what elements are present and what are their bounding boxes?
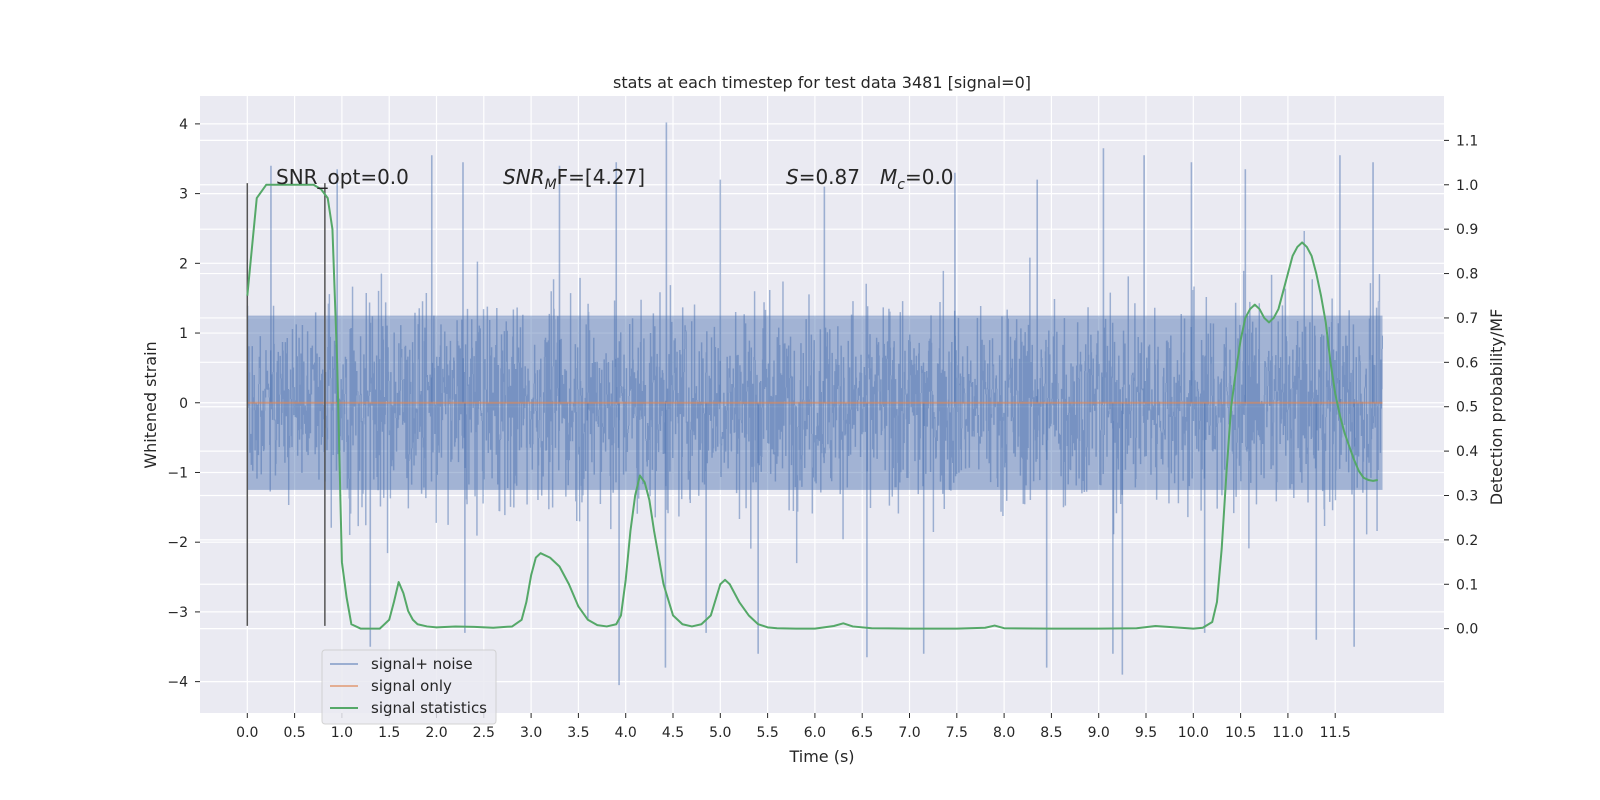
annotation-mc-rest: =0.0 <box>905 165 954 189</box>
x-tick-label: 2.0 <box>425 725 447 741</box>
y2-tick-label: 1.1 <box>1456 133 1478 149</box>
annotation-s-rest: =0.87 <box>799 165 860 189</box>
annotation-snr-mf-main: SNR <box>503 165 545 189</box>
y2-tick-label: 0.9 <box>1456 222 1478 238</box>
annotation-mc-sub: c <box>897 177 905 193</box>
annotation-s-main: S <box>786 165 799 189</box>
x-tick-label: 7.0 <box>898 725 920 741</box>
legend-label-signal-plus-noise: signal+ noise <box>371 655 473 673</box>
x-tick-label: 4.5 <box>662 725 684 741</box>
x-tick-label: 0.5 <box>283 725 305 741</box>
y2-tick-label: 0.5 <box>1456 400 1478 416</box>
y-tick-label: 2 <box>179 256 188 272</box>
y-tick-label: −3 <box>167 605 188 621</box>
y2-tick-label: 0.4 <box>1456 444 1478 460</box>
x-tick-label: 6.5 <box>851 725 873 741</box>
y2-tick-label: 0.1 <box>1456 577 1478 593</box>
x-axis-ticks: 0.0 0.5 1.0 1.5 2.0 2.5 3.0 3.5 4.0 4.5 5.0 5.5 6.0 6… <box>236 713 1351 741</box>
y2-tick-label: 1.0 <box>1456 178 1478 194</box>
annotation-snr-mf-sub: M <box>545 177 557 193</box>
x-tick-label: 5.5 <box>756 725 778 741</box>
annotation-s: S=0.87 <box>786 165 860 189</box>
x-tick-label: 11.5 <box>1320 725 1351 741</box>
x-tick-label: 5.0 <box>709 725 731 741</box>
x-tick-label: 8.5 <box>1040 725 1062 741</box>
legend-label-signal-only: signal only <box>371 677 452 695</box>
y2-axis-label: Detection probability/MF <box>1487 309 1506 506</box>
x-tick-label: 7.5 <box>946 725 968 741</box>
x-tick-label: 0.0 <box>236 725 258 741</box>
x-tick-label: 3.5 <box>567 725 589 741</box>
x-tick-label: 1.5 <box>378 725 400 741</box>
x-tick-label: 1.0 <box>331 725 353 741</box>
x-tick-label: 2.5 <box>473 725 495 741</box>
x-tick-label: 10.0 <box>1178 725 1209 741</box>
annotation-snr-mf: SNRMF=[4.27] <box>503 165 645 193</box>
x-tick-label: 11.0 <box>1272 725 1303 741</box>
y2-tick-label: 0.0 <box>1456 622 1478 638</box>
y-axis-label: Whitened strain <box>141 341 160 468</box>
annotation-group: SNR_opt=0.0 SNRMF=[4.27] S=0.87 Mc=0.0 <box>276 165 954 193</box>
x-tick-label: 8.0 <box>993 725 1015 741</box>
series-signal-statistics <box>246 183 1378 630</box>
window-markers <box>246 183 326 626</box>
y2-tick-label: 0.8 <box>1456 267 1478 283</box>
y2-tick-label: 0.2 <box>1456 533 1478 549</box>
annotation-snr-opt: SNR_opt=0.0 <box>276 165 409 189</box>
y-tick-label: 1 <box>179 326 188 342</box>
annotation-snr-mf-rest: F=[4.27] <box>557 165 645 189</box>
legend-label-signal-statistics: signal statistics <box>371 699 487 717</box>
y-tick-label: −4 <box>167 675 188 691</box>
annotation-mc: Mc=0.0 <box>880 165 954 193</box>
y2-tick-label: 0.7 <box>1456 311 1478 327</box>
chart-title: stats at each timestep for test data 348… <box>613 73 1031 92</box>
x-tick-label: 10.5 <box>1225 725 1256 741</box>
legend-box <box>321 649 497 725</box>
annotation-mc-main: M <box>880 165 897 189</box>
x-tick-label: 4.0 <box>615 725 637 741</box>
x-axis-label: Time (s) <box>788 747 854 766</box>
y-tick-label: 0 <box>179 396 188 412</box>
y-tick-label: 4 <box>179 117 188 133</box>
y-tick-label: 3 <box>179 187 188 203</box>
y-tick-label: −1 <box>167 465 188 481</box>
y-tick-label: −2 <box>167 535 188 551</box>
legend: signal+ noise signal only signal statist… <box>321 649 497 725</box>
y2-tick-label: 0.6 <box>1456 355 1478 371</box>
y2-tick-label: 0.3 <box>1456 488 1478 504</box>
x-tick-label: 3.0 <box>520 725 542 741</box>
y2-axis-ticks: 0.0 0.1 0.2 0.3 0.4 0.5 0.6 0.7 0.8 0.9 1.0 1.1 <box>1444 133 1478 638</box>
signal-statistics-line <box>246 183 1378 630</box>
x-tick-label: 9.5 <box>1135 725 1157 741</box>
x-tick-label: 6.0 <box>804 725 826 741</box>
y-axis-ticks: −4 −3 −2 −1 0 1 2 3 4 <box>167 117 200 691</box>
x-tick-label: 9.0 <box>1088 725 1110 741</box>
